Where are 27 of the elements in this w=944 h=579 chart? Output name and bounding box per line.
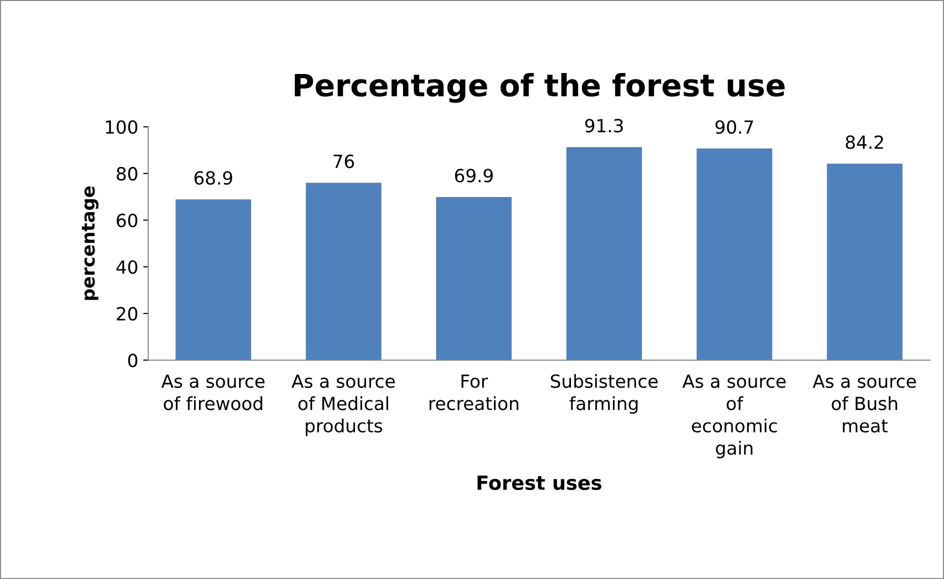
chart-title: Percentage of the forest use: [294, 73, 785, 103]
y-axis-title: percentage: [82, 186, 98, 300]
data-label: 91.3: [585, 118, 623, 132]
x-tick-label: For recreation: [430, 374, 518, 410]
bar: [696, 148, 772, 360]
bar: [436, 197, 512, 360]
x-axis-title: Forest uses: [478, 476, 602, 490]
data-label: 76: [334, 154, 354, 168]
data-label: 90.7: [715, 120, 753, 134]
bar: [826, 164, 902, 360]
data-label: 69.9: [455, 168, 493, 182]
bar: [306, 182, 382, 360]
x-tick-label: As a source of Bush meat: [812, 374, 916, 433]
x-tick-label: As a source of firewood: [161, 374, 265, 410]
y-tick-label: 0: [128, 354, 138, 368]
y-tick-label: 80: [116, 166, 138, 181]
y-tick-label: 100: [106, 120, 138, 134]
data-label: 84.2: [846, 135, 883, 150]
y-tick-label: 60: [116, 214, 138, 228]
data-label: 68.9: [194, 171, 232, 185]
bar: [176, 199, 252, 360]
bar: [566, 147, 642, 360]
y-tick-label: 40: [116, 260, 138, 274]
x-tick-label: As a source of Medical products: [292, 374, 395, 436]
y-tick-label: 20: [116, 306, 138, 321]
x-tick-label: As a source of economic gain: [682, 374, 786, 458]
x-tick-label: Subsistence farming: [550, 374, 658, 414]
